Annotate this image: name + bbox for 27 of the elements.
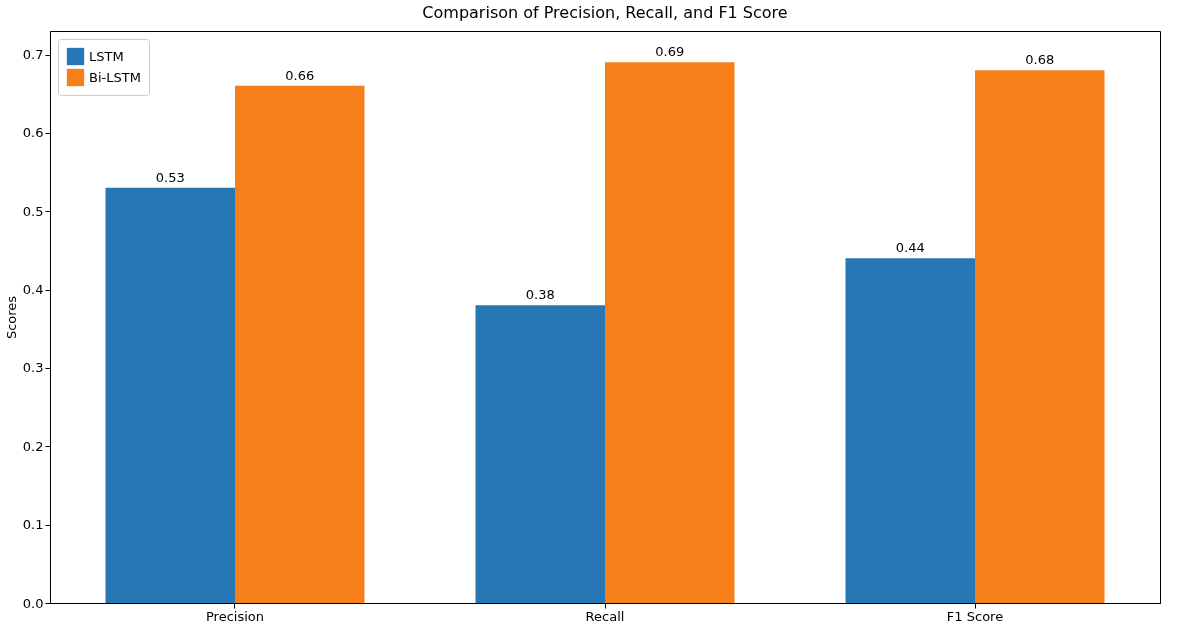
data-label: 0.38 — [525, 287, 555, 303]
bar — [235, 85, 365, 603]
data-label: 0.68 — [1025, 52, 1055, 68]
data-label: 0.66 — [285, 67, 315, 83]
x-tick-label: Recall — [585, 608, 625, 624]
y-axis-title: Scores — [3, 295, 19, 340]
legend-label: LSTM — [89, 48, 124, 64]
legend-label: Bi-LSTM — [89, 69, 141, 85]
y-tick-label: 0.3 — [22, 360, 44, 376]
y-tick-label: 0.6 — [22, 125, 44, 141]
y-tick-label: 0.2 — [22, 438, 44, 454]
bar — [975, 70, 1105, 603]
y-tick-label: 0.1 — [22, 517, 44, 533]
y-tick-label: 0.7 — [22, 47, 44, 63]
data-label: 0.44 — [895, 240, 925, 256]
y-tick-label: 0.0 — [22, 595, 44, 611]
bar — [475, 305, 605, 603]
bar — [105, 187, 235, 603]
bar — [605, 62, 735, 603]
y-tick-label: 0.4 — [22, 282, 44, 298]
data-label: 0.53 — [155, 169, 185, 185]
y-tick-label: 0.5 — [22, 203, 44, 219]
data-label: 0.69 — [655, 44, 685, 60]
chart-title: Comparison of Precision, Recall, and F1 Score — [422, 3, 788, 22]
bar — [845, 258, 975, 603]
x-tick-label: F1 Score — [946, 608, 1004, 624]
x-tick-label: Precision — [205, 608, 265, 624]
